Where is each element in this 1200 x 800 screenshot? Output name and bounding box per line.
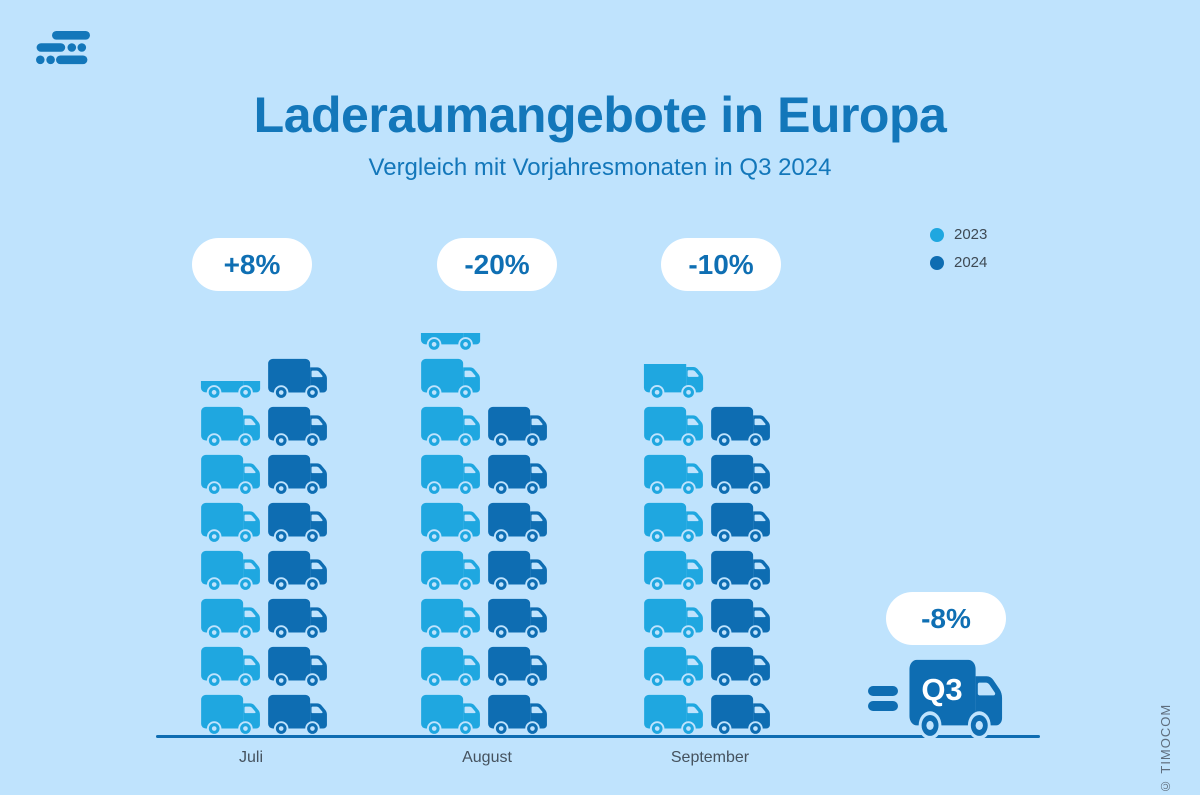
truck-icon-full [711, 694, 770, 736]
month-label-august: August [462, 749, 512, 766]
truck-icon-full [201, 598, 260, 640]
truck-icon-full [268, 406, 327, 448]
truck-icon-full [421, 454, 480, 496]
truck-icon-full [711, 406, 770, 448]
truck-icon-full [268, 454, 327, 496]
truck-icon-full [488, 550, 547, 592]
copyright-text: © TIMOCOM [1158, 703, 1173, 794]
equals-icon [868, 686, 898, 696]
truck-icon-full [711, 454, 770, 496]
truck-icon-full [268, 358, 327, 400]
truck-icon-full [201, 694, 260, 736]
truck-icon-full [644, 454, 703, 496]
timocom-logo-icon [36, 31, 90, 65]
truck-icon-full [644, 646, 703, 688]
truck-icon-full [421, 358, 480, 400]
equals-icon [868, 701, 898, 711]
page-subtitle: Vergleich mit Vorjahresmonaten in Q3 202… [368, 154, 832, 181]
truck-stack-august-2024 [487, 406, 549, 736]
truck-icon-full [644, 502, 703, 544]
truck-icon-full [421, 502, 480, 544]
truck-icon-full [201, 406, 260, 448]
truck-stack-august-2023 [420, 333, 482, 736]
q3-truck-label: Q3 [921, 672, 963, 707]
truck-icon-full [268, 646, 327, 688]
legend-item-2024: 2024 [930, 254, 987, 271]
truck-stack-juli-2023 [200, 381, 262, 736]
axis-baseline [156, 735, 1040, 738]
truck-icon-full [644, 406, 703, 448]
bottom-edge-strip [0, 795, 1200, 800]
month-label-juli: Juli [238, 749, 264, 766]
q3-summary-badge: -8% [886, 592, 1006, 645]
truck-icon-full [488, 598, 547, 640]
truck-icon-full [711, 550, 770, 592]
truck-icon-full [421, 550, 480, 592]
truck-icon-full [421, 598, 480, 640]
truck-icon-full [201, 454, 260, 496]
truck-icon-full [421, 694, 480, 736]
change-badge-juli: +8% [192, 238, 312, 291]
truck-icon-flatbed [420, 333, 481, 352]
truck-stack-juli-2024 [267, 358, 329, 736]
truck-icon-tall [643, 364, 704, 400]
truck-stack-september-2024 [710, 406, 772, 736]
truck-icon-full [268, 550, 327, 592]
truck-icon-full [711, 502, 770, 544]
truck-icon-full [644, 550, 703, 592]
legend-dot-2023 [930, 227, 944, 242]
truck-icon-full [421, 646, 480, 688]
truck-icon-full [488, 694, 547, 736]
truck-icon-flatbed [200, 381, 261, 400]
truck-icon-full [909, 659, 1003, 740]
truck-icon-full [711, 646, 770, 688]
truck-icon-full [488, 646, 547, 688]
truck-icon-full [421, 406, 480, 448]
truck-icon-full [488, 454, 547, 496]
truck-icon-full [268, 502, 327, 544]
legend-label-2024: 2024 [954, 254, 988, 271]
legend-label-2023: 2023 [954, 226, 988, 243]
truck-icon-full [488, 406, 547, 448]
truck-icon-full [201, 502, 260, 544]
truck-icon-full [644, 694, 703, 736]
truck-icon-full [201, 646, 260, 688]
month-label-september: September [670, 749, 750, 766]
change-badge-august: -20% [437, 238, 557, 291]
truck-icon-full [488, 502, 547, 544]
truck-icon-full [711, 598, 770, 640]
legend-dot-2024 [930, 255, 944, 270]
change-badge-september: -10% [661, 238, 781, 291]
truck-icon-full [268, 694, 327, 736]
truck-icon-full [268, 598, 327, 640]
truck-icon-full [201, 550, 260, 592]
legend: 2023 2024 [930, 226, 987, 271]
truck-icon-full [644, 598, 703, 640]
page-title: Laderaumangebote in Europa [253, 87, 947, 143]
legend-item-2023: 2023 [930, 226, 987, 243]
q3-truck-icon [908, 658, 1005, 740]
truck-stack-september-2023 [643, 364, 705, 736]
